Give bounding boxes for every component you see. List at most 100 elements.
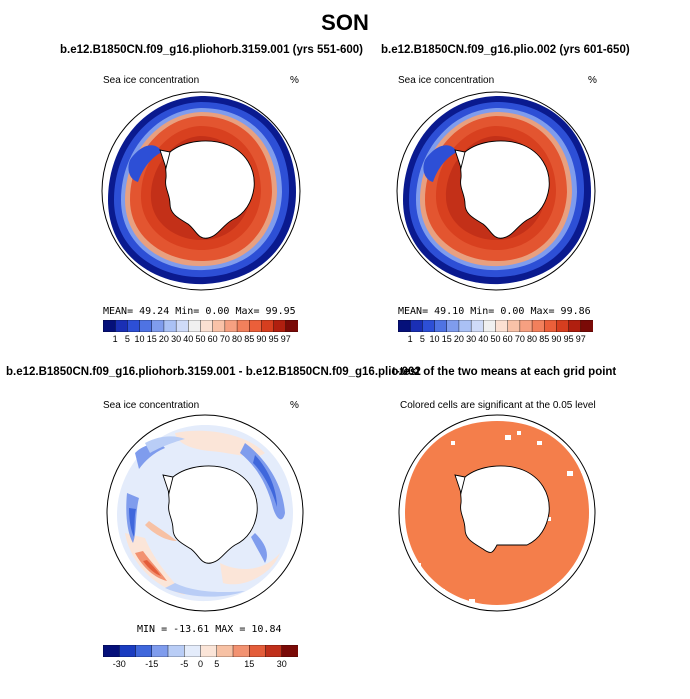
panel1-colorbar-label: 60 — [207, 334, 218, 344]
panel2-colorbar-label: 10 — [429, 334, 440, 344]
panel2-colorbar-label: 40 — [478, 334, 489, 344]
panel3-colorbar-bin — [281, 645, 298, 657]
panel2-colorbar-bin — [409, 320, 424, 332]
panel3-colorbar-bin — [216, 645, 234, 657]
panel1-map — [101, 91, 301, 291]
panel3-colorbar-bin — [184, 645, 202, 657]
panel1-colorbar-labels: 1 5 10 15 20 30 40 50 60 70 80 85 90 95 97 — [103, 334, 298, 346]
panel3-colorbar-label: 15 — [244, 659, 255, 669]
panel1-colorbar-bin — [236, 320, 250, 332]
panel2-colorbar-label: 80 — [527, 334, 538, 344]
panel2-colorbar-bin — [422, 320, 436, 332]
panel1-colorbar — [103, 320, 298, 332]
panel3-colorbar-bin — [151, 645, 169, 657]
panel1-colorbar-bin — [285, 320, 298, 332]
panel1-colorbar-label: 85 — [244, 334, 255, 344]
panel4-title: t-test of the two means at each grid poi… — [392, 366, 617, 378]
panel1-colorbar-bin — [151, 320, 165, 332]
panel3-colorbar — [103, 645, 298, 657]
panel2-colorbar-bin — [580, 320, 593, 332]
panel1-colorbar-label: 40 — [183, 334, 194, 344]
panel1-colorbar-label: 15 — [146, 334, 157, 344]
panel2-colorbar-label: 1 — [407, 334, 413, 344]
panel1-colorbar-label: 95 — [268, 334, 279, 344]
panel3-stats: MIN = -13.61 MAX = 10.84 — [137, 624, 282, 635]
panel1-colorbar-label: 70 — [219, 334, 230, 344]
panel1-colorbar-bin — [114, 320, 129, 332]
panel2-colorbar-labels: 1 5 10 15 20 30 40 50 60 70 80 85 90 95 97 — [398, 334, 593, 346]
panel2-colorbar-label: 30 — [466, 334, 477, 344]
panel3-variable-label: Sea ice concentration — [103, 400, 200, 411]
panel2-colorbar-label: 15 — [441, 334, 452, 344]
panel2-colorbar-bin — [531, 320, 545, 332]
panel2-title: b.e12.B1850CN.f09_g16.plio.002 (yrs 601-… — [381, 44, 630, 56]
panel3-colorbar-label: -5 — [180, 659, 189, 669]
panel1-variable-label: Sea ice concentration — [103, 75, 200, 86]
panel1-colorbar-bin — [188, 320, 202, 332]
panel2-colorbar-label: 60 — [502, 334, 513, 344]
panel3-units-label: % — [290, 400, 299, 411]
panel3-colorbar-label: 30 — [276, 659, 287, 669]
panel3-colorbar-labels: -30 -15 -5 0 5 15 30 — [103, 659, 298, 671]
panel3-colorbar-bin — [200, 645, 218, 657]
panel1-colorbar-bin — [200, 320, 214, 332]
panel2-colorbar-bin — [556, 320, 570, 332]
panel3-colorbar-bin — [103, 645, 120, 657]
panel1-colorbar-label: 90 — [256, 334, 267, 344]
panel2-colorbar-label: 85 — [539, 334, 550, 344]
panel3-colorbar-label: -30 — [112, 659, 126, 669]
panel2-colorbar-label: 95 — [563, 334, 574, 344]
panel2-colorbar-label: 90 — [551, 334, 562, 344]
panel3-colorbar-label: 5 — [214, 659, 220, 669]
panel2-colorbar-label: 70 — [514, 334, 525, 344]
panel1-colorbar-label: 30 — [171, 334, 182, 344]
panel2-colorbar-bin — [507, 320, 521, 332]
figure-title: SON — [321, 10, 369, 35]
panel1-title: b.e12.B1850CN.f09_g16.pliohorb.3159.001 … — [60, 44, 363, 56]
panel1-colorbar-label: 10 — [134, 334, 145, 344]
panel1-colorbar-bin — [139, 320, 153, 332]
panel2-stats: MEAN= 49.10 Min= 0.00 Max= 99.86 — [398, 306, 591, 317]
panel2-colorbar-bin — [458, 320, 472, 332]
panel3-colorbar-label: -15 — [145, 659, 159, 669]
panel1-units-label: % — [290, 75, 299, 86]
panel3-colorbar-bin — [232, 645, 250, 657]
panel2-colorbar-bin — [495, 320, 509, 332]
panel1-colorbar-bin — [175, 320, 190, 332]
panel1-colorbar-bin — [273, 320, 287, 332]
panel1-colorbar-label: 20 — [158, 334, 169, 344]
panel2-colorbar-bin — [519, 320, 533, 332]
panel2-colorbar-label: 20 — [453, 334, 464, 344]
panel1-colorbar-bin — [212, 320, 226, 332]
panel2-colorbar-bin — [434, 320, 448, 332]
panel2-units-label: % — [588, 75, 597, 86]
panel2-map — [396, 91, 596, 291]
panel3-title: b.e12.B1850CN.f09_g16.pliohorb.3159.001 … — [6, 366, 421, 378]
panel2-colorbar-bin — [568, 320, 582, 332]
panel1-colorbar-bin — [249, 320, 263, 332]
panel1-colorbar-bin — [127, 320, 141, 332]
panel4-subtitle: Colored cells are significant at the 0.0… — [400, 400, 596, 411]
panel2-colorbar-label: 5 — [419, 334, 425, 344]
panel1-colorbar-label: 5 — [124, 334, 130, 344]
panel1-colorbar-bin — [103, 320, 116, 332]
panel4-map — [398, 414, 596, 612]
panel2-colorbar-bin — [544, 320, 558, 332]
panel2-colorbar — [398, 320, 593, 332]
panel2-colorbar-bin — [398, 320, 411, 332]
panel3-colorbar-bin — [249, 645, 267, 657]
panel1-colorbar-label: 97 — [280, 334, 291, 344]
panel1-colorbar-bin — [163, 320, 177, 332]
panel3-colorbar-bin — [167, 645, 185, 657]
panel1-colorbar-label: 50 — [195, 334, 206, 344]
panel3-colorbar-bin — [265, 645, 283, 657]
panel2-colorbar-label: 97 — [575, 334, 586, 344]
panel2-colorbar-bin — [483, 320, 497, 332]
panel1-colorbar-label: 1 — [112, 334, 118, 344]
panel3-colorbar-label: 0 — [197, 659, 204, 669]
panel3-colorbar-bin — [119, 645, 137, 657]
panel1-colorbar-bin — [224, 320, 238, 332]
panel2-colorbar-label: 50 — [490, 334, 501, 344]
panel3-map — [106, 414, 304, 612]
panel1-colorbar-label: 80 — [232, 334, 243, 344]
